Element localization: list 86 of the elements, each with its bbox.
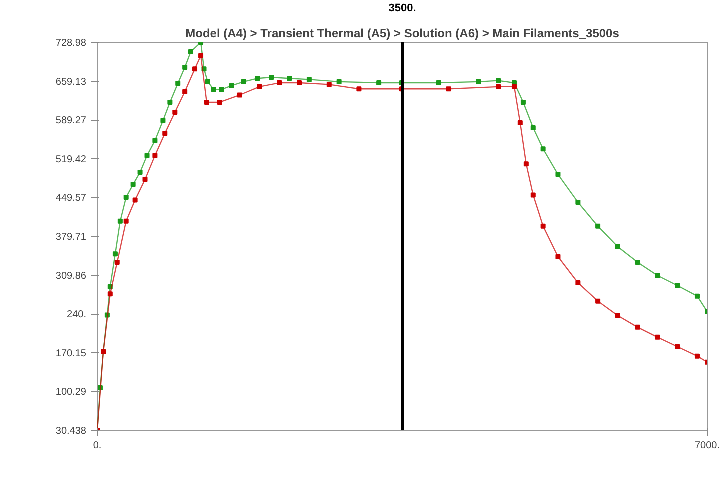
y-tick-label: 449.57 [56,193,87,204]
point [576,200,581,205]
point [144,153,150,158]
x-tick-label: 7000. [694,440,720,452]
point [152,153,158,158]
point [655,334,660,340]
point [596,298,601,304]
point [132,198,138,203]
point [306,77,312,82]
point [540,224,546,229]
y-tick-label: 30.438 [56,426,87,437]
point [124,218,129,224]
point [237,92,242,98]
point [530,126,536,131]
point [296,80,302,86]
point [176,81,181,86]
point [530,192,536,198]
point [192,66,198,72]
point [138,170,143,175]
point [130,182,136,188]
point [112,252,118,257]
point [436,80,442,86]
point [694,354,700,359]
point [675,283,680,288]
point [108,292,113,297]
point [188,49,194,54]
point [520,100,526,105]
point [615,313,620,318]
point [675,344,680,350]
ref-line-label: 3500. [388,2,416,14]
y-tick-label: 309.86 [56,270,87,282]
point [182,89,188,94]
point [255,76,260,82]
point [182,64,188,70]
point [518,120,523,126]
y-tick-label: 170.15 [56,348,87,360]
point [229,83,234,88]
y-tick-label: 659.13 [56,76,87,88]
y-tick-label: 379.71 [56,232,87,243]
point [556,172,561,178]
point [356,86,362,92]
point [476,79,482,84]
point [217,100,222,105]
point [326,82,332,88]
point [168,100,173,105]
point [576,280,581,286]
point [162,131,168,136]
point [287,76,292,82]
point [198,53,204,58]
point [172,110,178,115]
y-tick-label: 728.98 [56,38,87,49]
chart-title: Model (A4) > Transient Thermal (A5) > Solution (A6) > Main Filaments_3500s [186,26,620,40]
point [241,79,246,84]
point [152,138,158,144]
point [257,84,262,90]
point [376,80,382,86]
point [524,162,529,167]
point [635,260,640,265]
point [496,78,502,84]
point [205,79,210,84]
y-tick-label: 100.29 [56,387,87,398]
point [277,80,282,86]
point [655,273,660,278]
x-tick-label: 0. [93,440,102,452]
point [496,84,502,90]
point [160,118,166,124]
y-tick-label: 519.42 [56,154,87,166]
point [114,260,120,265]
point [118,218,123,224]
y-tick-label: 240. [67,310,87,321]
point [556,254,561,260]
point [694,294,700,299]
point [269,74,274,80]
point [635,324,640,330]
point [204,100,210,105]
point [211,87,216,92]
point [124,194,129,200]
point [336,79,342,84]
point [512,84,517,90]
point [615,244,620,250]
point [596,224,601,229]
y-tick-label: 589.27 [56,116,87,127]
point [446,86,452,92]
point [142,177,148,182]
point [540,146,546,152]
point [219,87,224,92]
